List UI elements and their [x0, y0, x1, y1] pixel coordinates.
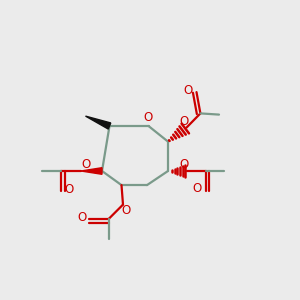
Text: O: O: [64, 183, 74, 196]
Text: O: O: [81, 158, 90, 172]
Text: O: O: [184, 84, 193, 97]
Text: O: O: [122, 204, 130, 217]
Text: O: O: [144, 111, 153, 124]
Text: O: O: [179, 115, 188, 128]
Text: O: O: [179, 158, 188, 172]
Polygon shape: [85, 116, 111, 129]
Text: O: O: [77, 211, 86, 224]
Text: O: O: [193, 182, 202, 196]
Polygon shape: [81, 168, 102, 174]
